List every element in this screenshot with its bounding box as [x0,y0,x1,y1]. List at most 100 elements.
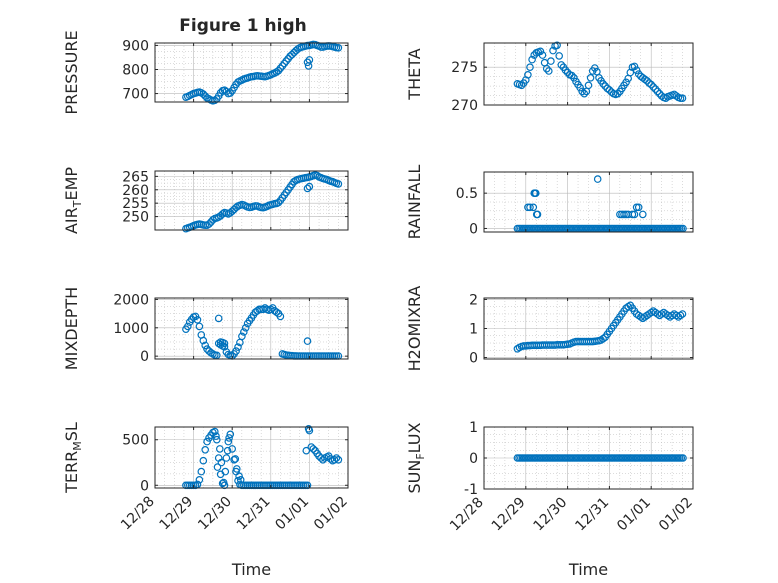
data-point [632,66,641,75]
y-tick-label: 275 [451,60,478,76]
data-point [225,434,233,442]
data-point [613,89,622,98]
data-point [276,64,285,73]
data-point [223,446,232,455]
series-markers [513,41,687,103]
y-tick-label: 0 [140,478,149,494]
y-tick-label: 265 [122,169,149,185]
data-point [228,445,237,453]
grid-lines [483,298,694,359]
data-point [651,85,660,93]
y-tick-label: 0.5 [456,186,478,202]
x-axis-label: Time [231,560,271,579]
data-point [334,455,343,464]
axes-box [154,426,349,489]
data-point [649,83,658,91]
data-point [305,56,314,64]
data-point [195,475,204,484]
data-point [282,57,291,65]
y-tick-label: 800 [122,62,149,78]
data-point [532,210,541,219]
data-point [221,467,230,476]
data-point [266,305,275,314]
data-point [526,203,534,212]
data-point [240,328,248,336]
data-point [661,94,670,103]
data-point [232,347,240,355]
data-point [211,96,219,105]
subplot-h2omixra: 0 1 2 H2OMIXRA [405,286,694,371]
data-point [304,424,313,433]
data-point [645,79,653,87]
data-point [647,80,656,89]
data-point [586,74,595,82]
data-point [193,315,202,324]
data-point [219,478,228,487]
data-point [303,337,312,345]
subplot-mixdepth: 0 1000 2000 MIXDEPTH [62,287,349,370]
data-point [599,80,607,88]
data-point [218,210,227,218]
series-markers [182,40,343,105]
data-point [235,472,243,481]
data-point [201,445,210,454]
data-point [634,70,643,78]
data-point [213,463,222,471]
data-point [276,312,285,321]
data-point [211,427,219,436]
y-tick-label: -1 [464,482,478,498]
data-point [203,437,211,446]
series-markers [182,304,343,360]
y-tick-label: 0 [140,349,149,365]
y-tick-label: 255 [122,196,149,212]
y-tick-label: 1 [469,322,478,338]
data-point [220,342,229,351]
data-point [224,437,233,446]
y-tick-label: 2 [469,292,478,308]
data-point [632,203,641,212]
data-point [570,74,578,82]
data-point [605,86,614,94]
data-point [199,336,208,345]
data-point [222,454,231,462]
data-point [241,323,250,332]
data-point [195,322,204,331]
data-point [232,203,240,212]
data-point [528,55,536,64]
grid-lines [154,298,349,359]
data-point [679,454,687,462]
data-point [199,90,208,98]
data-point [603,84,612,93]
y-tick-label: 1000 [113,321,149,337]
data-point [531,189,539,198]
data-point [529,203,538,212]
data-point [332,454,341,462]
y-axis-label: RAINFALL [405,165,424,240]
data-point [643,77,651,85]
y-tick-label: 260 [122,183,149,199]
data-point [678,310,687,318]
data-point [236,475,245,484]
plot-area [155,43,348,102]
y-tick-label: 0 [469,451,478,467]
data-point [272,308,281,317]
y-axis-label: PRESSURE [62,30,81,114]
data-point [213,351,221,360]
series-markers [513,454,687,462]
grid-lines [483,172,694,232]
data-point [553,41,561,50]
data-point [641,75,649,84]
y-tick-label: 0 [469,221,478,237]
data-point [676,311,685,320]
data-point [630,210,639,219]
y-tick-label: 270 [451,98,478,114]
data-point [302,446,311,455]
data-point [330,455,339,464]
data-point [234,343,242,351]
data-point [305,182,314,191]
data-point [620,210,628,219]
data-point [536,47,545,56]
data-point [214,314,223,323]
axes-box [154,42,349,103]
